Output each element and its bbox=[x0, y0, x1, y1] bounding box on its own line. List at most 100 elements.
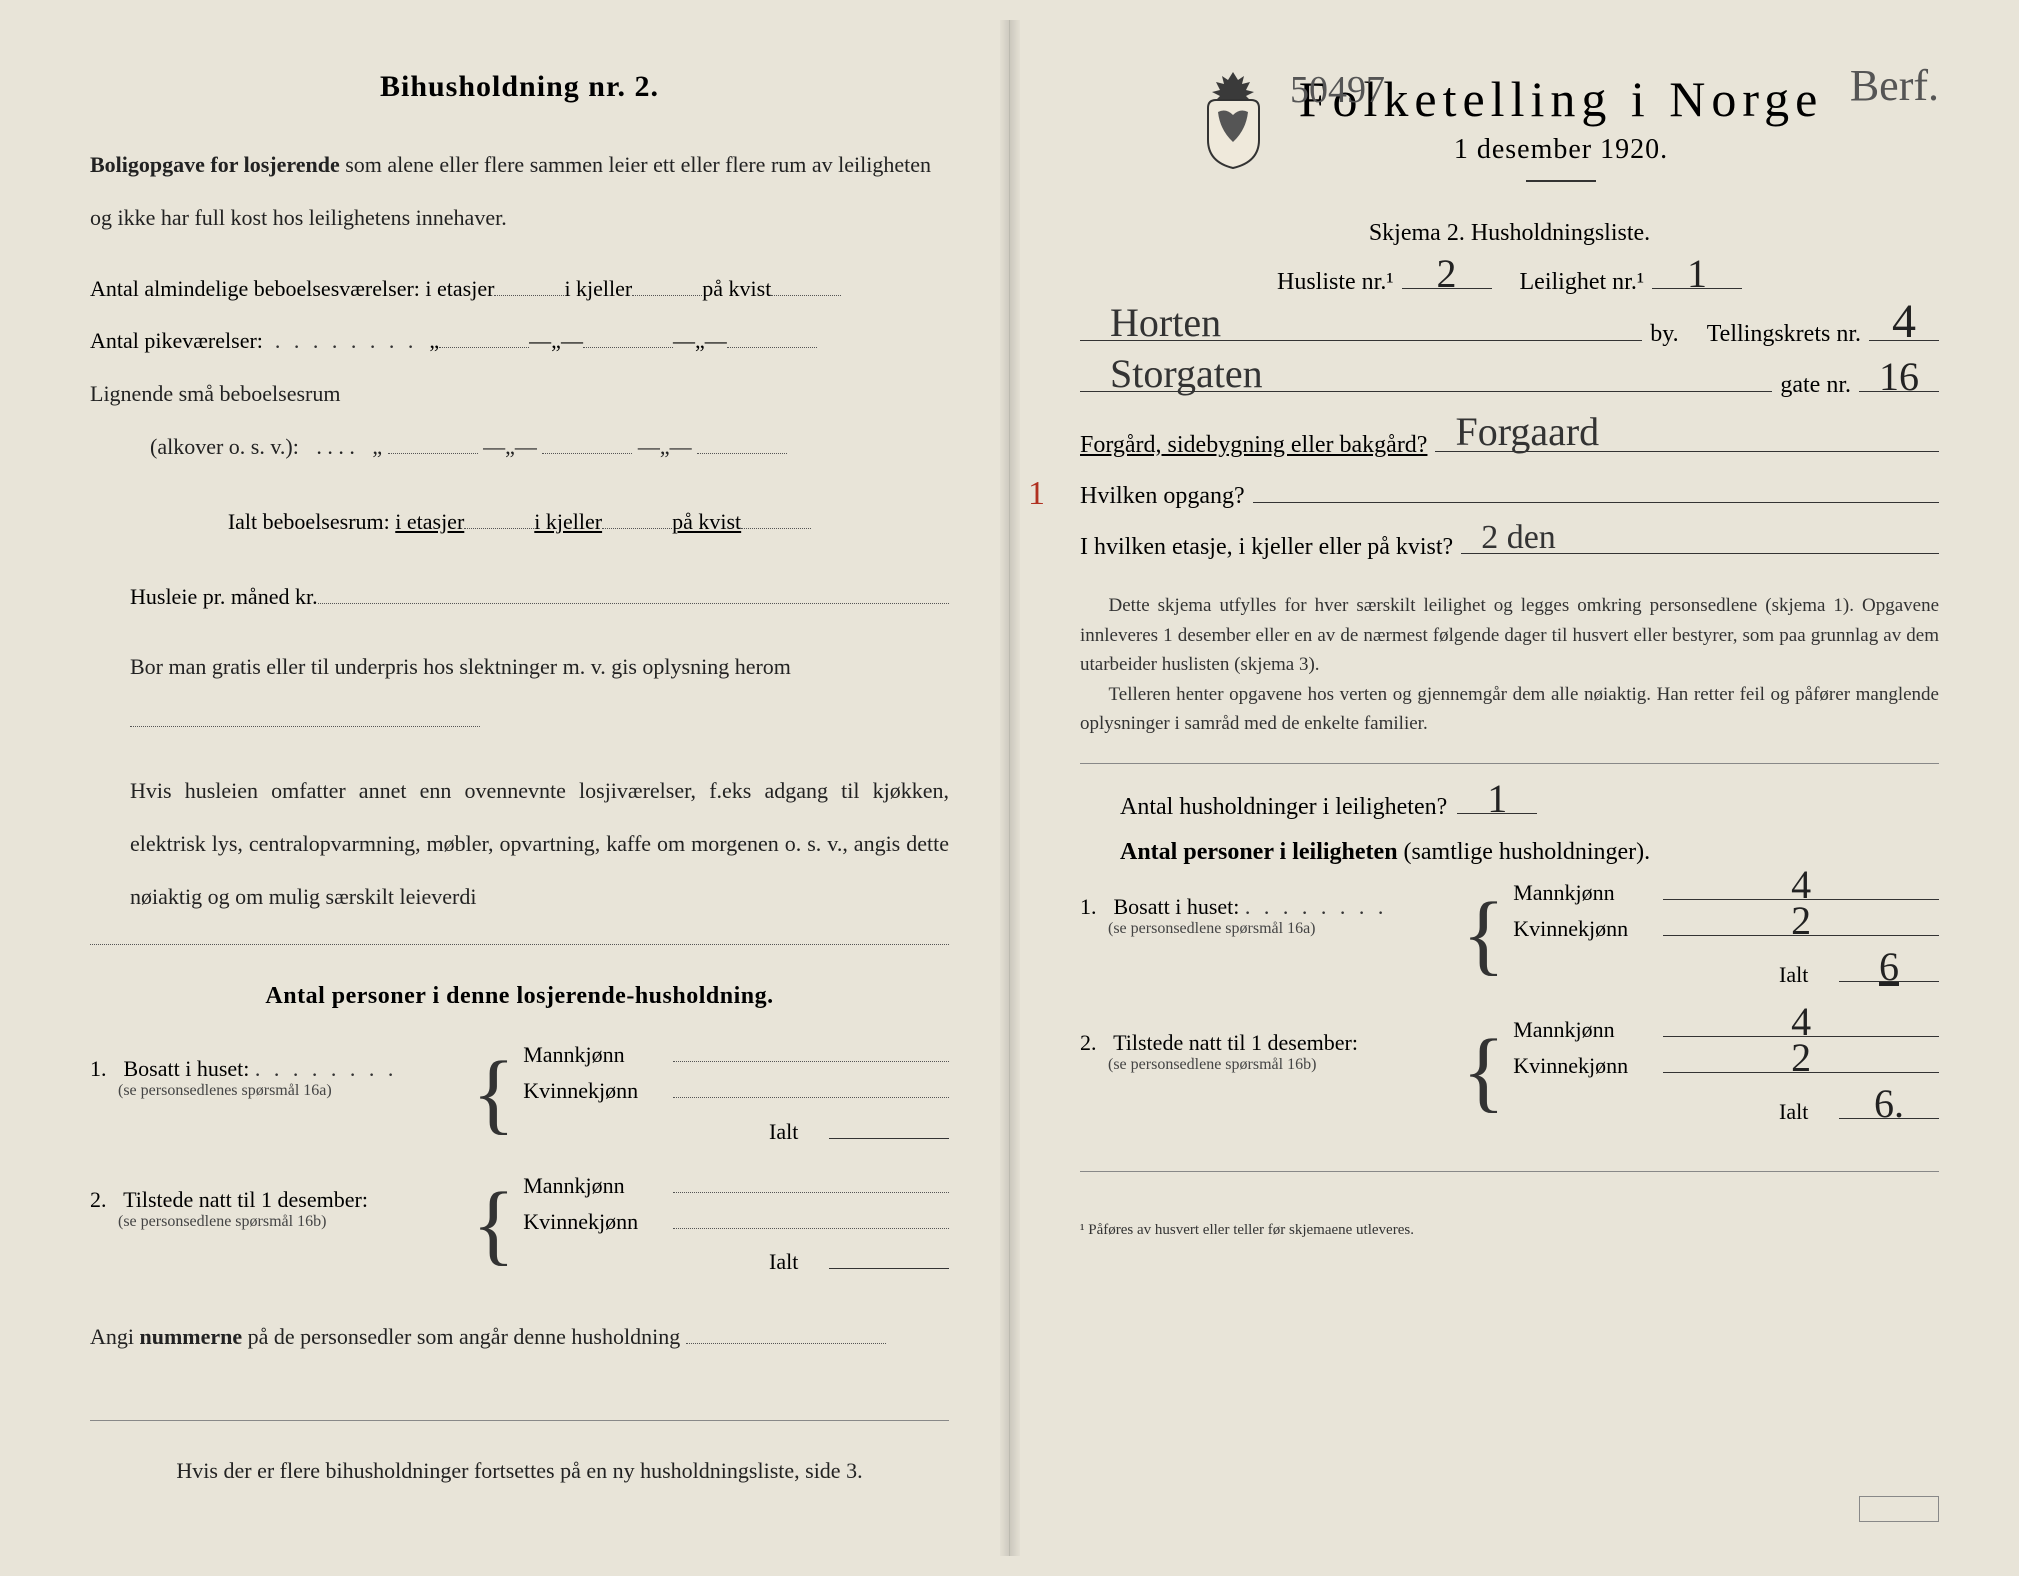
blank-ialt-2 bbox=[602, 505, 672, 529]
ialt-label: Ialt beboelsesrum: bbox=[228, 496, 390, 549]
mann-lbl-2: Mannkjønn bbox=[523, 1173, 673, 1199]
r-bosatt-values: Mannkjønn4 Kvinnekjønn2 Ialt6 bbox=[1513, 876, 1939, 995]
r-tilstede-values: Mannkjønn4 Kvinnekjønn2 Ialt6. bbox=[1513, 1012, 1939, 1131]
schema-line: Skjema 2. Husholdningsliste. bbox=[1080, 220, 1939, 247]
r-kvinne-1: Kvinnekjønn bbox=[1513, 916, 1663, 942]
by-row: Horten by. Tellingskrets nr. 4 bbox=[1080, 314, 1939, 347]
instr-p2: Telleren henter opgavene hos verten og g… bbox=[1080, 680, 1939, 739]
husleie-row: Husleie pr. måned kr. bbox=[90, 571, 949, 624]
ditto-5: „ bbox=[505, 434, 515, 459]
r-ti-blank: 6. bbox=[1839, 1095, 1939, 1119]
gate-val: Storgaten bbox=[1110, 350, 1263, 397]
left-title: Bihusholdning nr. 2. bbox=[90, 70, 949, 104]
r-mann-1: Mannkjønn bbox=[1513, 880, 1663, 906]
leilighet-val: 1 bbox=[1652, 254, 1742, 294]
krets-blank: 4 bbox=[1869, 314, 1939, 340]
blank-angi bbox=[686, 1320, 886, 1344]
forgard-blank: Forgaard bbox=[1435, 425, 1939, 451]
ditto-3: „ bbox=[695, 315, 705, 368]
ialt-kvist: på kvist bbox=[672, 496, 741, 549]
ditto-6: „ bbox=[660, 434, 670, 459]
bosatt-i-line: Ialt bbox=[523, 1114, 949, 1144]
husliste-label: Husliste nr.¹ bbox=[1277, 269, 1394, 296]
pike-dots bbox=[263, 315, 430, 368]
bosatt-label: Bosatt i huset: bbox=[124, 1056, 250, 1081]
r-tk-blank: 2 bbox=[1663, 1049, 1939, 1073]
husleie-label: Husleie pr. måned kr. bbox=[130, 571, 318, 624]
r-brace-1: { bbox=[1450, 897, 1513, 974]
forgard-row: Forgård, sidebygning eller bakgård? Forg… bbox=[1080, 425, 1939, 458]
blank-pike-1 bbox=[439, 324, 529, 348]
etasje-blank: 2 den bbox=[1461, 528, 1939, 554]
opgang-row: Hvilken opgang? bbox=[1080, 477, 1939, 510]
instr-p1: Dette skjema utfylles for hver særskilt … bbox=[1080, 591, 1939, 679]
tilstede-values: Mannkjønn Kvinnekjønn Ialt bbox=[523, 1169, 949, 1282]
r-bosatt-label-block: 1. Bosatt i huset: (se personsedlene spø… bbox=[1080, 876, 1450, 938]
right-page: 50497 Berf. Folketelling i Norge 1 desem… bbox=[1010, 20, 1999, 1556]
ialt-lbl-1: Ialt bbox=[769, 1119, 829, 1145]
r-bi-line: Ialt6 bbox=[1513, 958, 1939, 988]
r-bk-line: Kvinnekjønn2 bbox=[1513, 912, 1939, 942]
blank-ialt-1 bbox=[464, 505, 534, 529]
ditto-2: „ bbox=[551, 315, 561, 368]
antal-pers-bold: Antal personer i leiligheten bbox=[1120, 839, 1398, 865]
lign-row: Lignende små beboelsesrum (alkover o. s.… bbox=[90, 368, 949, 474]
r-ialt-1: Ialt bbox=[1779, 962, 1839, 988]
title-rule bbox=[1526, 180, 1596, 182]
dash-2b: — bbox=[705, 315, 727, 368]
opgang-label: Hvilken opgang? bbox=[1080, 483, 1245, 510]
krets-val: 4 bbox=[1869, 298, 1939, 346]
antal-heading: Antal personer i denne losjerende-hushol… bbox=[90, 983, 949, 1010]
dash-4: — bbox=[638, 434, 660, 459]
antal-hush-val: 1 bbox=[1457, 779, 1537, 819]
intro-bold: Boligopgave for losjerende bbox=[90, 152, 340, 177]
antal-hush-blank: 1 bbox=[1457, 788, 1537, 814]
etasje-row: I hvilken etasje, i kjeller eller på kvi… bbox=[1080, 528, 1939, 561]
forgard-val: Forgaard bbox=[1455, 408, 1599, 455]
gratis-label: Bor man gratis eller til underpris hos s… bbox=[130, 654, 791, 679]
dash-1b: — bbox=[561, 315, 583, 368]
lign-2: (alkover o. s. v.): bbox=[90, 434, 299, 459]
r-bi-blank: 6 bbox=[1839, 958, 1939, 982]
r-ti-val: 6. bbox=[1839, 1084, 1939, 1124]
tilstede-m-line: Mannkjønn bbox=[523, 1169, 949, 1199]
i-etasjer: i etasjer bbox=[425, 263, 494, 316]
blank-bm bbox=[673, 1038, 949, 1062]
leilighet-blank: 1 bbox=[1652, 263, 1742, 289]
subtitle: 1 desember 1920. bbox=[1299, 134, 1824, 166]
dash-1: — bbox=[529, 315, 551, 368]
antal-hush-label: Antal husholdninger i leiligheten? bbox=[1120, 794, 1447, 821]
r-bosatt-dots bbox=[1245, 894, 1388, 919]
r-brace-2: { bbox=[1450, 1034, 1513, 1111]
dash-3: — bbox=[483, 434, 505, 459]
dash-4b: — bbox=[670, 434, 692, 459]
r-bm-blank: 4 bbox=[1663, 876, 1939, 900]
num-2: 2. bbox=[90, 1187, 118, 1213]
ialt-kjeller: i kjeller bbox=[534, 496, 602, 549]
kvinne-lbl-2: Kvinnekjønn bbox=[523, 1209, 673, 1235]
etasje-label: I hvilken etasje, i kjeller eller på kvi… bbox=[1080, 534, 1453, 561]
by-val: Horten bbox=[1110, 299, 1221, 346]
tilstede-i-line: Ialt bbox=[523, 1245, 949, 1275]
r-bosatt-sub: (se personsedlene spørsmål 16a) bbox=[1080, 920, 1450, 938]
left-count-1: 1. Bosatt i huset: (se personsedlenes sp… bbox=[90, 1038, 949, 1281]
blank-bk bbox=[673, 1074, 949, 1098]
bosatt-m-line: Mannkjønn bbox=[523, 1038, 949, 1068]
left-page: Bihusholdning nr. 2. Boligopgave for los… bbox=[20, 20, 1010, 1556]
r-ti-line: Ialt6. bbox=[1513, 1095, 1939, 1125]
rooms-label: Antal almindelige beboelsesværelser: bbox=[90, 263, 420, 316]
dash-3b: — bbox=[515, 434, 537, 459]
pa-kvist: på kvist bbox=[702, 263, 771, 316]
angi-row: Angi nummerne på de personsedler som ang… bbox=[90, 1311, 949, 1364]
ditto-4: „ bbox=[372, 434, 382, 459]
bosatt-values: Mannkjønn Kvinnekjønn Ialt bbox=[523, 1038, 949, 1151]
leilighet-label: Leilighet nr.¹ bbox=[1520, 269, 1645, 296]
husliste-blank: 2 bbox=[1402, 263, 1492, 289]
ialt-lbl-2: Ialt bbox=[769, 1249, 829, 1275]
krets-label: Tellingskrets nr. bbox=[1707, 321, 1861, 348]
ialt-etasjer: i etasjer bbox=[395, 496, 464, 549]
bosatt-sub: (se personsedlenes spørsmål 16a) bbox=[90, 1082, 460, 1100]
pike-label: Antal pikeværelser: bbox=[90, 315, 263, 368]
flere-text: Hvis der er flere bihusholdninger fortse… bbox=[90, 1445, 949, 1498]
ialt-row: Ialt beboelsesrum: i etasjer i kjeller p… bbox=[90, 496, 949, 549]
